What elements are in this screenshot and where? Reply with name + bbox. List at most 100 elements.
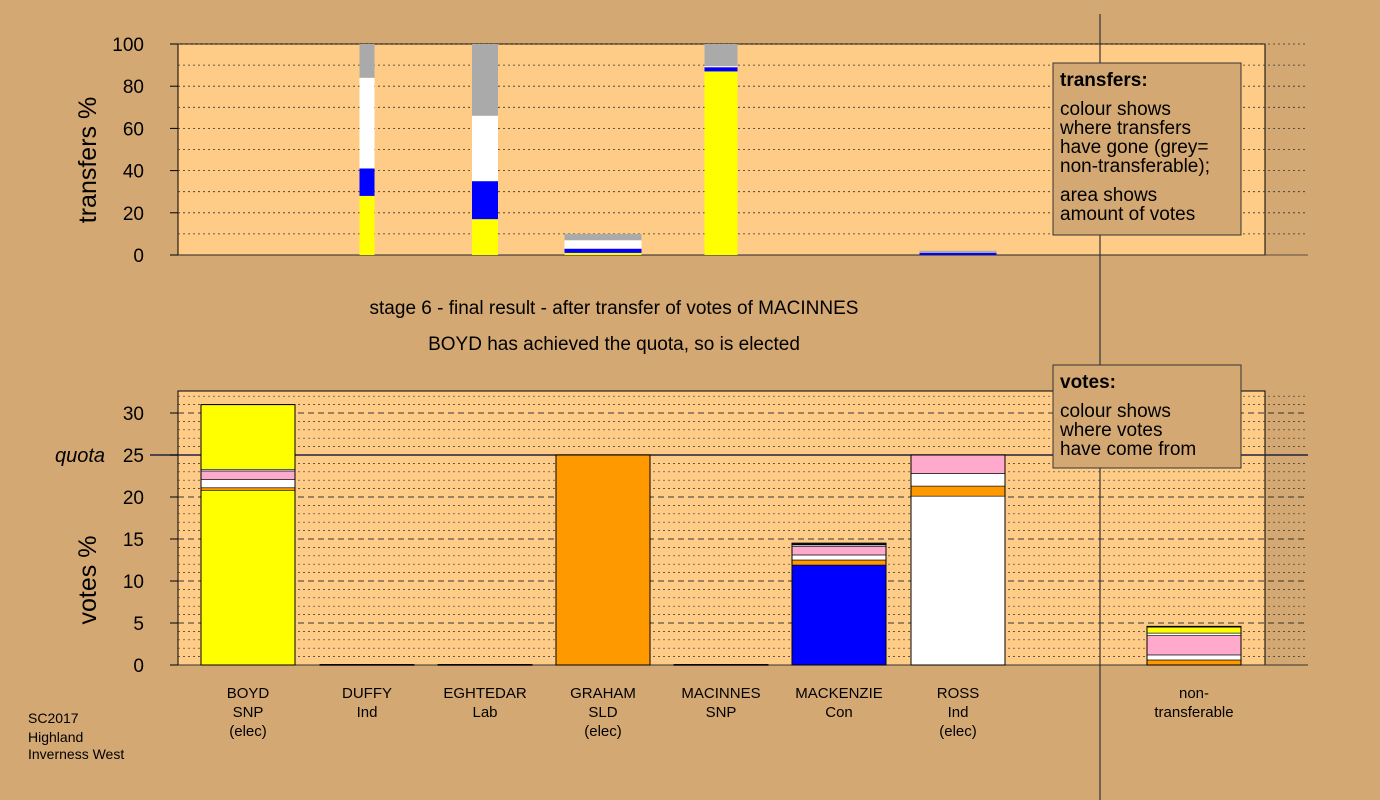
candidate-label: MACINNES xyxy=(681,685,760,702)
transfers-y-ticks: 0 20 40 60 80 100 xyxy=(112,35,178,267)
vote-segment xyxy=(910,495,1006,666)
vote-segment xyxy=(200,487,296,491)
votes-y-ticks: 0 5 10 15 20 25 30 quota xyxy=(55,404,178,677)
transfer-segment xyxy=(472,181,498,220)
footer-council: Highland xyxy=(28,729,83,745)
transfers-legend-line: area shows xyxy=(1060,185,1157,206)
transfer-segment xyxy=(359,195,375,255)
transfer-segment xyxy=(564,240,642,249)
votes-y-tick-label: 15 xyxy=(123,530,144,551)
candidate-label: transferable xyxy=(1154,704,1233,721)
candidate-label: DUFFY xyxy=(342,685,392,702)
transfer-segment xyxy=(919,250,997,253)
vote-bar-outline xyxy=(910,454,1006,666)
votes-legend-line: have come from xyxy=(1060,439,1196,460)
vote-segment xyxy=(791,564,887,666)
vote-segment xyxy=(200,479,296,489)
vote-segment xyxy=(791,554,887,561)
transfers-legend: transfers: colour shows where transfers … xyxy=(1052,62,1242,236)
transfer-segment xyxy=(564,252,642,255)
votes-legend-line: colour shows xyxy=(1060,401,1171,422)
transfers-legend-line: colour shows xyxy=(1060,99,1171,120)
vote-segment xyxy=(200,489,296,666)
candidate-label: SLD xyxy=(588,704,617,721)
votes-panel: 0 5 10 15 20 25 30 quota BOYD SNP (elec) DUFFY Ind E… xyxy=(55,390,1308,740)
vote-segment xyxy=(910,473,1006,487)
transfers-legend-line: have gone (grey= xyxy=(1060,137,1208,158)
vote-segment xyxy=(1146,654,1242,661)
vote-segment xyxy=(200,470,296,480)
transfers-y-tick-label: 20 xyxy=(123,204,144,225)
transfers-y-tick-label: 80 xyxy=(123,77,144,98)
vote-bar-outline xyxy=(555,454,651,666)
transfer-segment xyxy=(472,115,498,182)
stage-line-1: stage 6 - final result - after transfer … xyxy=(370,298,859,319)
vote-bar-outline xyxy=(319,664,415,666)
votes-y-tick-label: 25 xyxy=(123,446,144,467)
footer-election: SC2017 xyxy=(28,710,79,726)
candidate-label: ROSS xyxy=(937,685,980,702)
vote-segment xyxy=(1146,626,1242,634)
transfers-y-tick-label: 100 xyxy=(112,35,144,56)
candidate-label: non- xyxy=(1179,685,1209,702)
transfer-segment xyxy=(919,252,997,255)
transfer-segment xyxy=(472,219,498,255)
votes-legend-title: votes: xyxy=(1060,372,1116,393)
votes-y-tick-label: 30 xyxy=(123,404,144,425)
votes-legend-line: where votes xyxy=(1059,420,1162,441)
vote-segment xyxy=(1146,635,1242,656)
vote-segment xyxy=(555,454,651,666)
transfer-segment xyxy=(359,44,375,78)
vote-segment xyxy=(791,546,887,556)
vote-bar-outline xyxy=(1146,625,1242,666)
candidate-label: EGHTEDAR xyxy=(443,685,527,702)
candidate-labels: BOYD SNP (elec) DUFFY Ind EGHTEDAR Lab GRAHAM SL… xyxy=(227,685,1234,740)
transfer-segment xyxy=(564,248,642,253)
vote-segment xyxy=(1146,632,1242,636)
candidate-label: GRAHAM xyxy=(570,685,636,702)
votes-y-tick-label: 20 xyxy=(123,488,144,509)
candidate-label: SNP xyxy=(706,704,737,721)
votes-y-tick-label: 0 xyxy=(133,656,144,677)
vote-bar-outline xyxy=(673,664,769,666)
vote-segment xyxy=(1146,659,1242,666)
transfers-y-tick-label: 40 xyxy=(123,162,144,183)
votes-bars xyxy=(200,404,1242,666)
transfers-bars xyxy=(359,44,997,256)
transfer-segment xyxy=(704,66,738,68)
transfers-legend-line: non-transferable); xyxy=(1060,156,1210,177)
transfer-segment xyxy=(359,168,375,196)
candidate-label: MACKENZIE xyxy=(795,685,883,702)
transfer-segment xyxy=(704,71,738,256)
transfers-y-tick-label: 60 xyxy=(123,119,144,140)
footer-ward: Inverness West xyxy=(28,746,124,762)
vote-segment xyxy=(200,404,296,470)
candidate-label: Ind xyxy=(357,704,378,721)
quota-label: quota xyxy=(55,445,105,467)
transfer-segment xyxy=(704,44,738,67)
transfer-segment xyxy=(472,44,498,116)
vote-bar-outline xyxy=(437,664,533,666)
transfers-legend-line: amount of votes xyxy=(1060,204,1195,225)
vote-segment xyxy=(910,485,1006,497)
vote-bar-outline xyxy=(200,404,296,666)
transfers-y-axis-label: transfers % xyxy=(74,97,102,223)
transfers-legend-title: transfers: xyxy=(1060,70,1148,91)
votes-legend: votes: colour shows where votes have com… xyxy=(1052,364,1242,469)
transfer-segment xyxy=(564,233,642,241)
candidate-label: Lab xyxy=(472,704,497,721)
transfers-legend-box xyxy=(1052,62,1242,236)
candidate-label: Ind xyxy=(948,704,969,721)
votes-y-axis-label: votes % xyxy=(74,536,102,625)
transfer-segment xyxy=(359,77,375,169)
candidate-label: (elec) xyxy=(584,723,622,740)
candidate-label: Con xyxy=(825,704,853,721)
vote-segment xyxy=(791,559,887,566)
votes-legend-box xyxy=(1052,364,1242,469)
candidate-label: BOYD xyxy=(227,685,270,702)
transfers-y-tick-label: 0 xyxy=(133,246,144,267)
candidate-label: SNP xyxy=(233,704,264,721)
vote-segment xyxy=(910,454,1006,474)
